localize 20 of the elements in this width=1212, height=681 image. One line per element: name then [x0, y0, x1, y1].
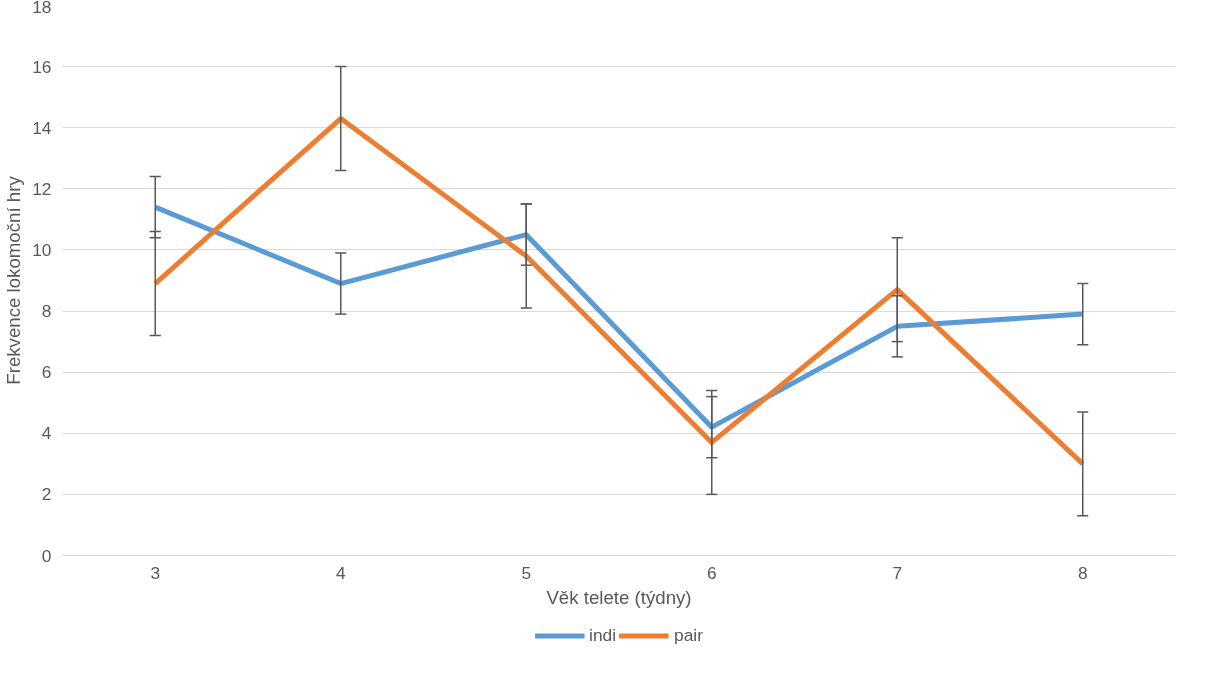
- x-tick-label: 8: [1077, 562, 1088, 583]
- y-tick-label: 4: [41, 423, 52, 444]
- y-tick-label: 2: [41, 484, 52, 505]
- y-tick-label: 6: [41, 362, 52, 383]
- y-tick-label: 10: [32, 239, 52, 260]
- x-tick-label: 7: [892, 562, 903, 583]
- x-tick-label: 4: [335, 562, 346, 583]
- y-tick-label: 16: [32, 56, 52, 77]
- y-tick-label: 0: [41, 545, 52, 566]
- y-tick-label: 18: [32, 0, 52, 17]
- x-tick-label: 5: [521, 562, 532, 583]
- y-tick-label: 12: [32, 178, 52, 199]
- y-axis-title: Frekvence lokomoční hry: [3, 175, 25, 385]
- x-tick-label: 3: [150, 562, 161, 583]
- legend-label: indi: [589, 624, 617, 646]
- y-tick-label: 8: [41, 301, 52, 322]
- y-tick-label: 14: [32, 117, 52, 138]
- x-axis-title: Věk telete (týdny): [546, 586, 692, 608]
- legend-label: pair: [674, 624, 703, 646]
- x-tick-label: 6: [706, 562, 717, 583]
